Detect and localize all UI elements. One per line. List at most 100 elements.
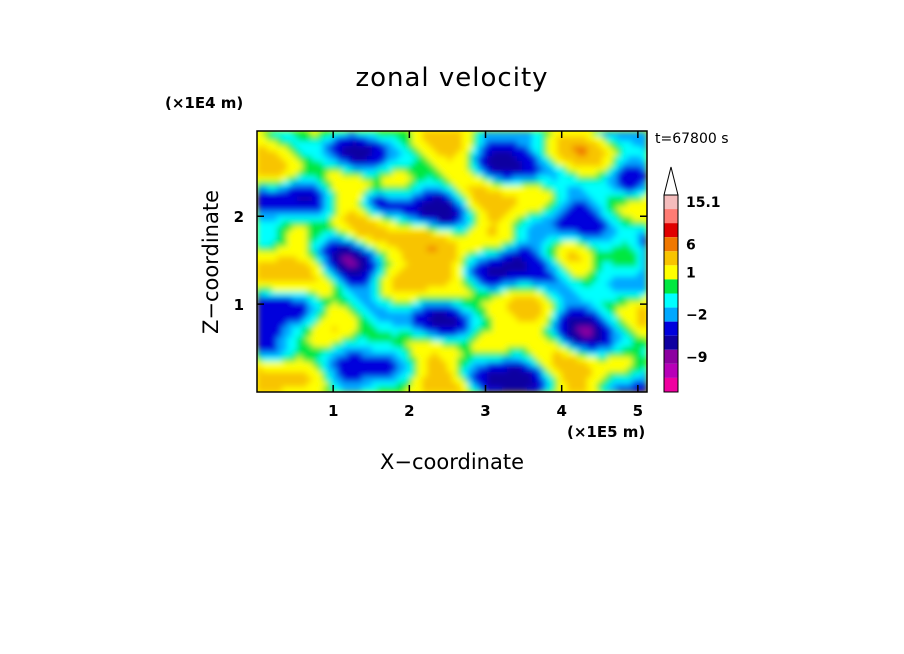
field-cell [552, 316, 558, 323]
field-cell [407, 241, 413, 248]
field-cell [302, 241, 308, 248]
field-cell [412, 146, 418, 152]
field-cell [257, 386, 263, 392]
field-cell [337, 146, 343, 152]
field-cell [582, 371, 588, 378]
field-cell [487, 276, 493, 283]
field-cell [462, 336, 468, 343]
field-cell [572, 191, 578, 197]
field-cell [347, 286, 353, 293]
field-cell [592, 386, 598, 392]
field-cell [382, 201, 388, 207]
field-cell [312, 216, 318, 222]
field-cell [557, 201, 563, 207]
field-cell [497, 161, 503, 167]
field-cell [342, 346, 348, 353]
field-cell [602, 251, 608, 258]
field-cell [357, 271, 363, 278]
field-cell [567, 151, 573, 157]
field-cell [577, 296, 583, 303]
field-cell [517, 166, 523, 172]
field-cell [532, 371, 538, 378]
field-cell [502, 131, 508, 137]
field-cell [497, 251, 503, 258]
field-cell [632, 251, 638, 258]
field-cell [372, 221, 378, 227]
field-cell [467, 236, 473, 243]
field-cell [422, 296, 428, 303]
field-cell [322, 241, 328, 248]
field-cell [552, 251, 558, 258]
field-cell [372, 336, 378, 343]
field-cell [432, 256, 438, 263]
field-cell [572, 286, 578, 293]
field-cell [372, 271, 378, 278]
field-cell [467, 251, 473, 258]
field-cell [302, 346, 308, 353]
field-cell [302, 296, 308, 303]
field-cell [627, 141, 633, 147]
field-cell [612, 211, 618, 217]
field-cell [632, 261, 638, 268]
field-cell [382, 306, 388, 313]
field-cell [387, 216, 393, 222]
field-cell [597, 131, 603, 137]
field-cell [357, 261, 363, 268]
field-cell [312, 271, 318, 278]
field-cell [602, 321, 608, 328]
field-cell [547, 211, 553, 217]
field-cell [642, 286, 647, 293]
field-cell [387, 176, 393, 182]
field-cell [582, 146, 588, 152]
field-cell [452, 301, 458, 308]
field-cell [472, 271, 478, 278]
field-cell [482, 256, 488, 263]
field-cell [342, 241, 348, 248]
field-cell [432, 246, 438, 253]
field-cell [577, 236, 583, 243]
field-cell [522, 316, 528, 323]
field-cell [357, 146, 363, 152]
field-cell [517, 181, 523, 187]
field-cell [292, 326, 298, 333]
field-cell [632, 206, 638, 212]
field-cell [332, 261, 338, 268]
field-cell [592, 191, 598, 197]
field-cell [397, 331, 403, 338]
field-cell [282, 356, 288, 363]
field-cell [562, 171, 568, 177]
field-cell [292, 311, 298, 318]
field-cell [502, 281, 508, 288]
field-cell [627, 191, 633, 197]
field-cell [352, 221, 358, 227]
field-cell [332, 306, 338, 313]
field-cell [437, 341, 443, 348]
field-cell [337, 336, 343, 343]
field-cell [482, 301, 488, 308]
field-cell [307, 181, 313, 187]
field-cell [457, 161, 463, 167]
field-cell [352, 226, 358, 232]
field-cell [272, 156, 278, 162]
field-cell [597, 351, 603, 358]
field-cell [272, 191, 278, 197]
field-cell [297, 361, 303, 368]
field-cell [272, 346, 278, 353]
field-cell [557, 161, 563, 167]
field-cell [582, 361, 588, 368]
field-cell [392, 266, 398, 273]
field-cell [477, 321, 483, 328]
field-cell [497, 181, 503, 187]
field-cell [542, 326, 548, 333]
field-cell [322, 131, 328, 137]
field-cell [402, 351, 408, 358]
field-cell [517, 321, 523, 328]
field-cell [277, 236, 283, 243]
field-cell [517, 331, 523, 338]
field-cell [577, 361, 583, 368]
field-cell [477, 286, 483, 293]
field-cell [422, 206, 428, 212]
field-cell [482, 226, 488, 232]
field-cell [397, 306, 403, 313]
field-cell [527, 326, 533, 333]
